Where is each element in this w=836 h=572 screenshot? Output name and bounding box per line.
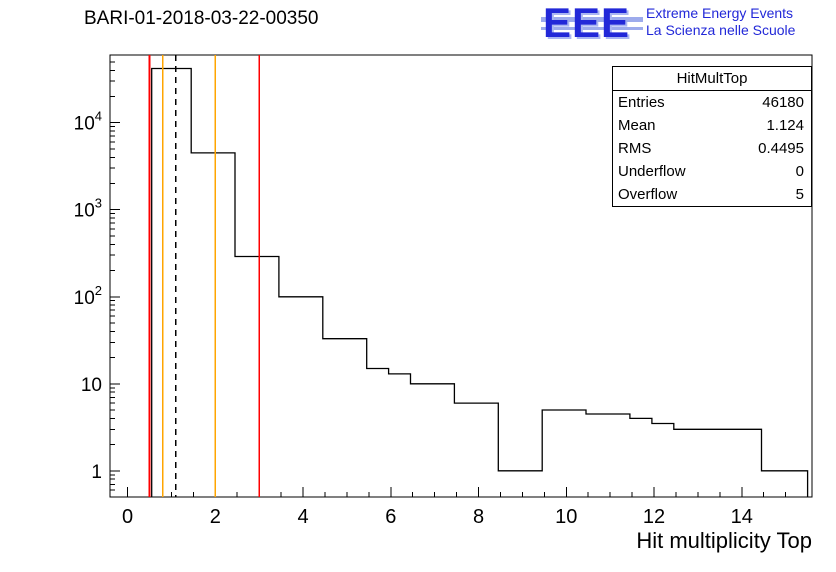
svg-text:2: 2 <box>210 506 221 528</box>
svg-text:1: 1 <box>91 462 102 483</box>
stats-label: Underflow <box>618 163 686 180</box>
logo-caption-line2: La Scienza nelle Scuole <box>646 22 796 38</box>
svg-text:14: 14 <box>731 506 753 528</box>
logo-stripe-icon <box>541 17 643 22</box>
stats-value: 1.124 <box>766 117 804 134</box>
eee-logo-text: EEE <box>543 0 631 46</box>
stats-row: Entries 46180 <box>613 91 811 114</box>
stats-title: HitMultTop <box>613 67 811 91</box>
plot-frame <box>109 54 813 498</box>
stats-label: Overflow <box>618 186 678 203</box>
stats-label: Entries <box>618 94 665 111</box>
x-axis: 0 2 4 6 8 10 12 14 <box>122 487 809 528</box>
logo-stripe-icon <box>541 27 643 30</box>
svg-text:103: 103 <box>74 196 102 222</box>
stats-value: 0.4495 <box>758 140 804 157</box>
stats-row: Overflow 5 <box>613 183 811 206</box>
svg-text:12: 12 <box>643 506 665 528</box>
stats-value: 46180 <box>762 94 804 111</box>
stats-box: HitMultTop Entries 46180 Mean 1.124 RMS … <box>612 66 812 207</box>
svg-text:0: 0 <box>122 506 133 528</box>
histogram-step-line <box>151 67 809 497</box>
stats-row: RMS 0.4495 <box>613 137 811 160</box>
stats-row: Mean 1.124 <box>613 114 811 137</box>
svg-text:6: 6 <box>385 506 396 528</box>
stats-label: RMS <box>618 140 652 157</box>
logo-caption-line1: Extreme Energy Events <box>646 5 794 21</box>
y-axis: 1 10 102 103 104 <box>74 54 120 491</box>
svg-text:4: 4 <box>297 506 308 528</box>
stats-value: 5 <box>795 186 804 203</box>
marker-lines <box>148 55 260 497</box>
svg-text:104: 104 <box>74 109 102 135</box>
stats-value: 0 <box>795 163 804 180</box>
eee-logo: EEE Extreme Energy Events La Scienza nel… <box>541 0 795 46</box>
svg-text:10: 10 <box>555 506 577 528</box>
svg-text:10: 10 <box>81 375 102 396</box>
x-axis-title: Hit multiplicity Top <box>636 528 812 553</box>
stats-label: Mean <box>618 117 656 134</box>
eee-logo-caption: Extreme Energy Events La Scienza nelle S… <box>646 2 795 39</box>
eee-logo-mark: EEE <box>541 0 643 46</box>
svg-text:8: 8 <box>473 506 484 528</box>
plot-title: BARI-01-2018-03-22-00350 <box>84 8 319 29</box>
svg-text:102: 102 <box>74 283 102 309</box>
stats-row: Underflow 0 <box>613 160 811 183</box>
